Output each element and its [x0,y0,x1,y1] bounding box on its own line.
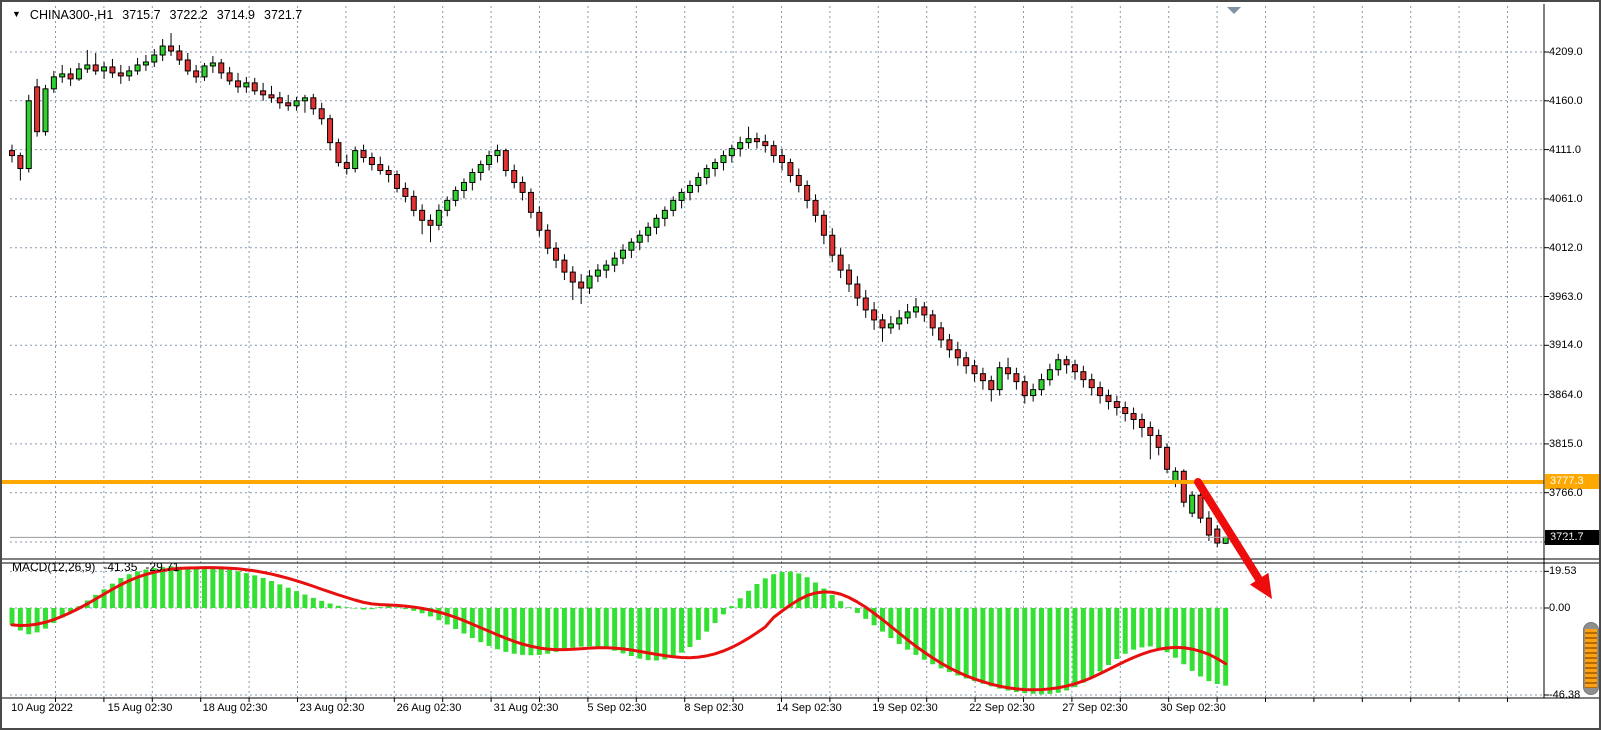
candles-layer [9,33,1229,547]
time-axis-label: 14 Sep 02:30 [776,702,842,714]
panel-frame [2,4,1599,702]
time-axis-label: 27 Sep 02:30 [1062,702,1128,714]
time-axis-label: 18 Aug 02:30 [202,702,268,714]
macd-signal-line [10,566,1228,692]
symbol-dropdown-icon[interactable]: ▼ [12,9,21,19]
ohlc-high-value: 3722.2 [169,8,208,22]
macd-signal-value: -29.71 [145,560,180,574]
arrow-annotation[interactable] [1194,478,1272,599]
horizontal-line-price-badge: 3777.3 [1545,474,1599,490]
time-axis-label: 31 Aug 02:30 [493,702,559,714]
price-axis-label: 3815.0 [1549,437,1583,450]
ohlc-low-value: 3714.9 [216,8,255,22]
price-axis-label: 4111.0 [1549,143,1582,156]
time-axis-label: 22 Sep 02:30 [969,702,1035,714]
price-axis-label: 4012.0 [1549,241,1583,254]
time-axis-label: 10 Aug 2022 [11,702,73,714]
price-axis-label: 3914.0 [1549,339,1583,352]
macd-histogram-layer [9,566,1229,695]
time-axis-label: 19 Sep 02:30 [872,702,938,714]
time-axis-label: 8 Sep 02:30 [684,702,744,714]
time-axis-label: 26 Aug 02:30 [396,702,462,714]
time-axis-label: 30 Sep 02:30 [1160,702,1226,714]
time-axis-label: 23 Aug 02:30 [299,702,365,714]
shift-end-marker-icon[interactable] [1227,7,1241,14]
price-axis-label: 3864.0 [1549,388,1583,401]
ohlc-close-value: 3721.7 [264,8,303,22]
time-axis-label: 5 Sep 02:30 [587,702,647,714]
macd-indicator-label: MACD(12,26,9) -41.35 -29.71 [12,560,179,574]
scrollbar-stripes [1585,629,1597,688]
grid-layer [10,6,1544,698]
macd-name-label: MACD(12,26,9) [12,560,96,574]
macd-axis-label: -46.38 [1549,689,1581,701]
price-axis-label: 3963.0 [1549,290,1583,303]
macd-axis-label: 19.53 [1549,565,1577,578]
price-axis-label: 4160.0 [1549,94,1583,107]
symbol-info-line: ▼ CHINA300-,H1 3715.7 3722.2 3714.9 3721… [12,8,302,22]
symbol-timeframe-label: CHINA300-,H1 [29,8,114,22]
ohlc-open-value: 3715.7 [122,8,161,22]
price-axis-label: 3766.0 [1549,486,1583,499]
current-price-badge: 3721.7 [1545,529,1599,545]
macd-axis-label: 0.00 [1549,602,1571,614]
vertical-scrollbar-thumb[interactable] [1583,622,1599,695]
price-axis-label: 3717.0 [1549,536,1583,548]
price-axis-label: 4209.0 [1549,46,1583,58]
price-axis-label: 4061.0 [1549,192,1583,205]
macd-main-value: -41.35 [103,560,138,574]
time-axis-label: 15 Aug 02:30 [107,702,173,714]
